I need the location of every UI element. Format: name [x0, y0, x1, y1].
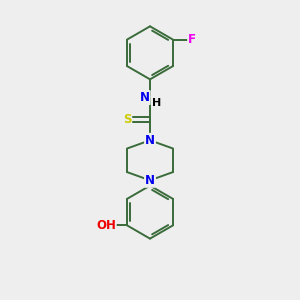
Text: F: F — [188, 33, 196, 46]
Text: N: N — [145, 174, 155, 187]
Text: N: N — [145, 134, 155, 147]
Text: H: H — [152, 98, 161, 108]
Text: N: N — [140, 91, 150, 104]
Text: OH: OH — [96, 219, 116, 232]
Text: S: S — [123, 113, 131, 126]
